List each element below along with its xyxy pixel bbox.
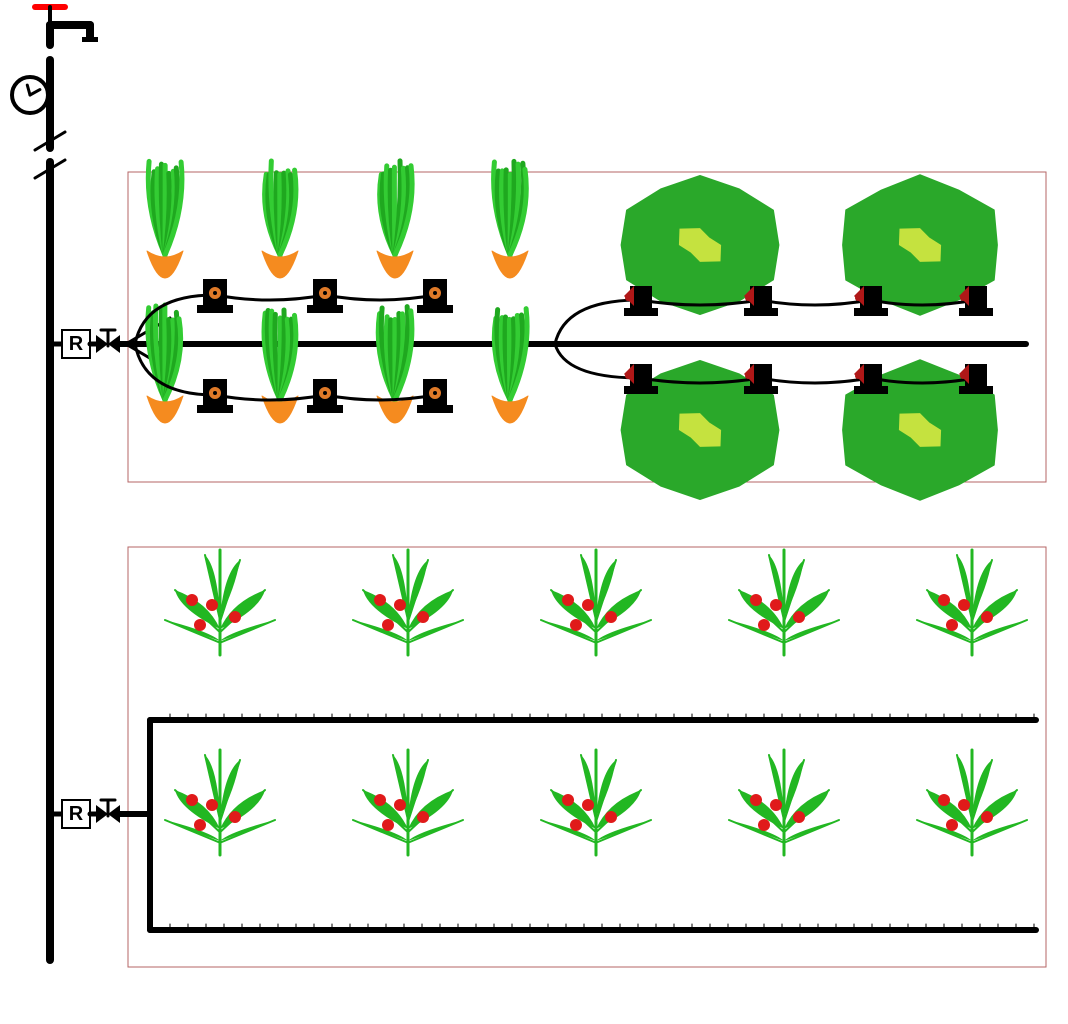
irrigation-diagram: RR <box>0 0 1068 1024</box>
carrot-icon <box>147 305 183 423</box>
tomato-plant-icon <box>541 550 651 655</box>
tomato-plant-icon <box>541 750 651 855</box>
carrot-icon <box>377 161 413 278</box>
faucet-icon <box>35 7 98 45</box>
carrot-icon <box>262 310 298 423</box>
tomato-plant-icon <box>165 750 275 855</box>
regulator-icon: R <box>50 330 120 358</box>
regulator-icon: R <box>50 800 120 828</box>
tomato-plant-icon <box>353 550 463 655</box>
carrot-icon <box>147 161 183 278</box>
regulator-label: R <box>69 803 84 825</box>
tomato-plant-icon <box>729 550 839 655</box>
tomato-plant-icon <box>917 750 1027 855</box>
regulator-label: R <box>69 333 84 355</box>
carrot-icon <box>377 307 413 423</box>
carrot-icon <box>492 309 528 423</box>
tomato-plant-icon <box>729 750 839 855</box>
tomato-plant-icon <box>165 550 275 655</box>
tomato-plant-icon <box>917 550 1027 655</box>
carrot-icon <box>492 161 528 278</box>
tomato-plant-icon <box>353 750 463 855</box>
timer-icon <box>12 77 50 113</box>
carrot-icon <box>262 161 298 278</box>
spray-emitter-icon <box>959 364 993 394</box>
